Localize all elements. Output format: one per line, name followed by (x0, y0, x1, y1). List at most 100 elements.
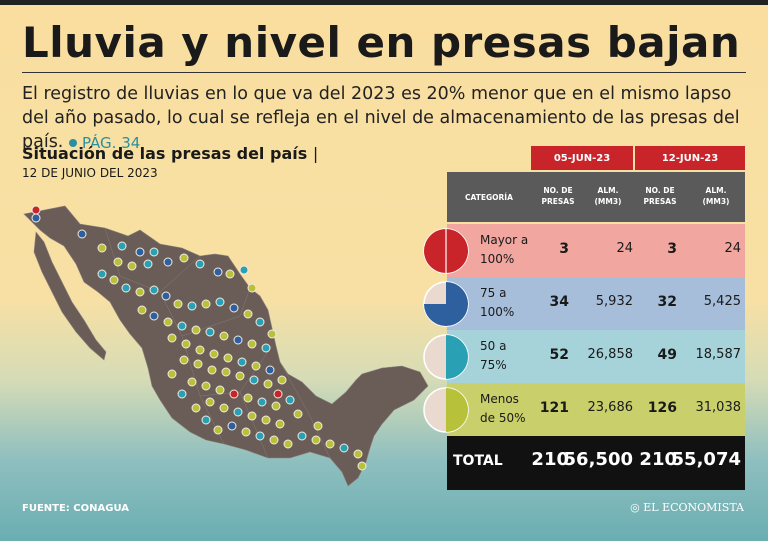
dam-marker (235, 371, 245, 381)
dam-marker (77, 229, 87, 239)
column-header-row: CATEGORÍA NO. DE PRESAS ALM. (MM3) NO. D… (447, 172, 745, 222)
brand-logo: ◎ EL ECONOMISTA (630, 501, 744, 514)
dam-marker (219, 403, 229, 413)
dam-marker (177, 321, 187, 331)
fill-level-pie (423, 334, 469, 380)
dam-marker (201, 381, 211, 391)
dam-marker (255, 431, 265, 441)
dam-marker (191, 325, 201, 335)
dam-marker (135, 287, 145, 297)
category-label: 50 a 75% (480, 339, 507, 372)
storage-value-1: 5,932 (595, 294, 633, 309)
dam-marker (265, 365, 275, 375)
mexico-outline (23, 205, 429, 487)
dam-marker (239, 265, 249, 275)
dam-marker (311, 435, 321, 445)
pie-slice (446, 388, 468, 432)
dam-marker (31, 205, 41, 215)
dam-marker (297, 431, 307, 441)
dam-marker (179, 253, 189, 263)
brand-text: EL ECONOMISTA (643, 501, 744, 514)
dam-marker (113, 257, 123, 267)
dam-marker (353, 449, 363, 459)
presas-count-2: 126 (647, 400, 677, 416)
section-separator: | (312, 144, 319, 163)
dam-marker (267, 329, 277, 339)
header-alm-2: ALM. (MM3) (702, 186, 730, 206)
dam-marker (201, 299, 211, 309)
presas-count-1: 34 (549, 294, 569, 310)
top-bar (0, 0, 768, 5)
storage-value-1: 26,858 (587, 347, 634, 362)
dam-marker (241, 427, 251, 437)
dam-marker (277, 375, 287, 385)
storage-value-2: 31,038 (695, 400, 742, 415)
dam-marker (283, 439, 293, 449)
dam-marker (247, 283, 257, 293)
source-credit: FUENTE: CONAGUA (22, 503, 129, 514)
dam-marker (163, 257, 173, 267)
dam-marker (275, 419, 285, 429)
dam-marker (205, 327, 215, 337)
dam-marker (273, 389, 283, 399)
storage-value-2: 5,425 (703, 294, 741, 309)
dam-marker (215, 385, 225, 395)
section-title: Situación de las presas del país | (22, 144, 318, 163)
dam-marker (213, 267, 223, 277)
title-rule (22, 72, 746, 73)
dam-marker (213, 425, 223, 435)
dam-marker (195, 259, 205, 269)
dam-marker (247, 411, 257, 421)
pie-slice (424, 282, 468, 326)
fill-level-pie (423, 228, 469, 274)
subtitle-text: El registro de lluvias en lo que va del … (22, 84, 740, 152)
dam-marker (173, 299, 183, 309)
dam-marker (149, 311, 159, 321)
dam-marker (233, 335, 243, 345)
table-row: 75 a 100% 34 5,932 32 5,425 (423, 277, 745, 331)
dam-marker (97, 269, 107, 279)
dam-marker (255, 317, 265, 327)
pie-slice (446, 335, 468, 379)
category-label: 75 a 100% (480, 286, 515, 319)
page-title: Lluvia y nivel en presas bajan (22, 18, 741, 67)
table-row: Menos de 50% 121 23,686 126 31,038 (423, 383, 745, 437)
dam-marker (137, 305, 147, 315)
header-presas-2: NO. DE PRESAS (643, 186, 677, 206)
dam-marker (293, 409, 303, 419)
date-header-1: 05-JUN-23 (531, 146, 633, 170)
dam-marker (261, 343, 271, 353)
dam-marker (249, 375, 259, 385)
dam-marker (207, 365, 217, 375)
mexico-map (23, 205, 429, 487)
dam-marker (251, 361, 261, 371)
dam-marker (271, 401, 281, 411)
fill-level-pie (423, 281, 469, 327)
subtitle: El registro de lluvias en lo que va del … (22, 82, 752, 155)
dam-marker (243, 393, 253, 403)
dam-marker (325, 439, 335, 449)
dam-marker (149, 247, 159, 257)
state-border-2 (159, 287, 251, 337)
presas-count-2: 32 (657, 294, 677, 310)
presas-count-1: 52 (549, 347, 569, 363)
dam-marker (193, 359, 203, 369)
dam-marker (97, 243, 107, 253)
section-title-text: Situación de las presas del país (22, 144, 308, 163)
dam-marker (167, 333, 177, 343)
dam-marker (209, 349, 219, 359)
category-label: Menos de 50% (480, 392, 526, 425)
dam-marker (161, 291, 171, 301)
dam-marker (179, 355, 189, 365)
page-ref-text: PÁG. 34 (81, 134, 141, 152)
presas-count-2: 3 (667, 241, 677, 257)
dam-marker (229, 303, 239, 313)
dam-marker (177, 389, 187, 399)
header-presas-1: NO. DE PRESAS (541, 186, 575, 206)
dam-marker (201, 415, 211, 425)
dam-marker (233, 407, 243, 417)
dam-marker (149, 285, 159, 295)
dam-marker (269, 435, 279, 445)
dam-marker (225, 269, 235, 279)
dam-marker (195, 345, 205, 355)
